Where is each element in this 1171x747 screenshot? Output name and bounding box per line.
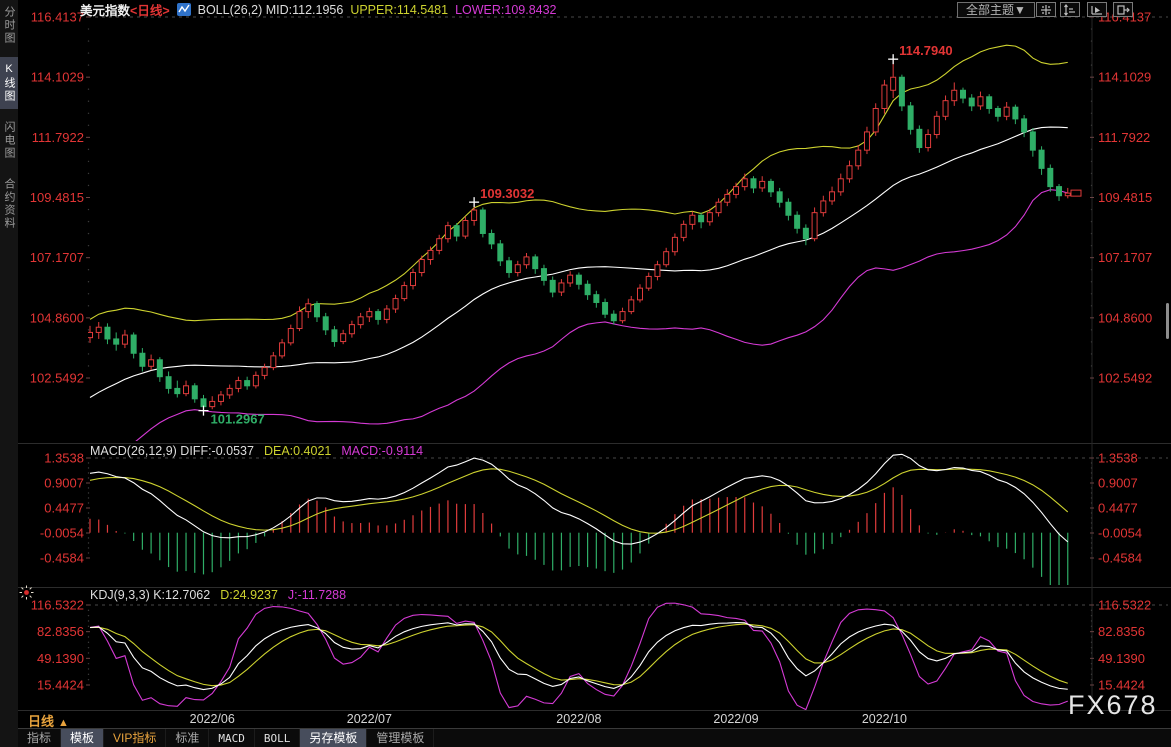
svg-text:102.5492: 102.5492 <box>1098 371 1152 386</box>
svg-text:0.9007: 0.9007 <box>44 476 84 491</box>
indicator-settings-icon[interactable] <box>19 585 34 605</box>
sidebar-item[interactable]: K线图 <box>0 57 18 109</box>
candlesticks <box>88 59 1071 411</box>
bottom-tab[interactable]: MACD <box>209 729 255 747</box>
bottom-tab[interactable]: 指标 <box>18 729 62 747</box>
macd-header: MACD(26,12,9) DIFF:-0.0537 DEA:0.4021 MA… <box>90 444 423 458</box>
symbol-name: 美元指数 <box>80 4 131 18</box>
svg-text:82.8356: 82.8356 <box>37 624 84 639</box>
axis-zoom-x-icon[interactable] <box>1087 2 1107 17</box>
svg-text:114.7940: 114.7940 <box>899 43 953 58</box>
svg-text:116.4137: 116.4137 <box>31 10 84 25</box>
boll-upper-label: UPPER:114.5481 <box>350 2 449 17</box>
macd-dea-label: DEA:0.4021 <box>263 444 332 458</box>
left-sidebar: 分时图 K线图闪电图合约资料 <box>0 0 18 747</box>
bottom-tab[interactable]: 标准 <box>166 729 210 747</box>
svg-text:116.5322: 116.5322 <box>1098 598 1151 613</box>
svg-text:15.4424: 15.4424 <box>37 678 84 693</box>
symbol-title: 美元指数<日线> <box>80 0 170 19</box>
svg-text:0.9007: 0.9007 <box>1098 476 1138 491</box>
crosshair-icon[interactable] <box>1036 2 1056 17</box>
bottom-tab[interactable]: 模板 <box>61 729 105 747</box>
last-price-marker <box>1070 189 1082 197</box>
svg-text:116.5322: 116.5322 <box>31 598 84 613</box>
svg-text:107.1707: 107.1707 <box>30 250 84 265</box>
svg-text:1.3538: 1.3538 <box>44 451 84 466</box>
macd-bar-label: MACD:-0.9114 <box>341 444 424 458</box>
axis-zoom-y-icon[interactable] <box>1060 2 1080 17</box>
svg-text:2022/09: 2022/09 <box>713 712 758 726</box>
svg-text:114.1029: 114.1029 <box>31 70 84 85</box>
boll-lower-label: LOWER:109.8432 <box>455 2 557 17</box>
bottom-tab[interactable]: 另存模板 <box>300 729 368 747</box>
macd-panel <box>89 453 1069 585</box>
svg-text:0.4477: 0.4477 <box>44 501 84 516</box>
svg-text:109.3032: 109.3032 <box>480 186 534 201</box>
bottom-tab[interactable]: VIP指标 <box>104 729 167 747</box>
svg-text:-0.0054: -0.0054 <box>1098 526 1142 541</box>
svg-text:0.4477: 0.4477 <box>1098 501 1138 516</box>
svg-text:116.4137: 116.4137 <box>1098 10 1151 25</box>
interval-selector[interactable]: 日线 ▲ <box>28 711 69 730</box>
kdj-k-label: KDJ(9,3,3) K:12.7062 <box>90 588 211 602</box>
kdj-header: KDJ(9,3,3) K:12.7062 D:24.9237 J:-11.728… <box>90 588 346 602</box>
svg-text:104.8600: 104.8600 <box>30 310 84 325</box>
svg-text:114.1029: 114.1029 <box>1098 70 1151 85</box>
pane-expand-icon[interactable] <box>1113 2 1133 17</box>
bottom-tab[interactable]: BOLL <box>255 729 301 747</box>
svg-text:104.8600: 104.8600 <box>1098 310 1152 325</box>
svg-text:1.3538: 1.3538 <box>1098 451 1138 466</box>
svg-text:2022/08: 2022/08 <box>556 712 601 726</box>
interval-label: 日线 <box>28 714 55 729</box>
svg-text:82.8356: 82.8356 <box>1098 624 1145 639</box>
svg-text:111.7922: 111.7922 <box>1098 130 1150 145</box>
svg-text:2022/06: 2022/06 <box>190 712 235 726</box>
sidebar-item[interactable]: 分时图 <box>3 6 15 45</box>
svg-text:101.2967: 101.2967 <box>210 412 264 427</box>
svg-text:102.5492: 102.5492 <box>30 371 84 386</box>
sidebar-item[interactable]: 闪电图 <box>3 121 15 160</box>
scrollbar-thumb[interactable] <box>1166 303 1169 339</box>
svg-text:-0.0054: -0.0054 <box>40 526 84 541</box>
chart-header: 美元指数<日线> BOLL(26,2) MID:112.1956 UPPER:1… <box>80 0 557 19</box>
svg-text:15.4424: 15.4424 <box>1098 678 1145 693</box>
svg-text:109.4815: 109.4815 <box>30 190 84 205</box>
kdj-d-label: D:24.9237 <box>220 588 278 602</box>
price-annotations: 114.7940 109.3032 101.2967 <box>198 43 953 427</box>
svg-text:107.1707: 107.1707 <box>1098 250 1152 265</box>
svg-text:2022/07: 2022/07 <box>347 712 392 726</box>
kdj-panel <box>89 602 1068 710</box>
boll-mid-label: BOLL(26,2) MID:112.1956 <box>197 2 344 17</box>
theme-dropdown-button[interactable]: 全部主题▼ <box>957 2 1035 18</box>
period-tag: <日线> <box>130 4 170 18</box>
svg-text:111.7922: 111.7922 <box>32 130 84 145</box>
svg-text:-0.4584: -0.4584 <box>40 551 84 566</box>
sidebar-item[interactable]: 合约资料 <box>3 178 15 230</box>
chart-type-icon <box>176 3 191 16</box>
svg-text:49.1390: 49.1390 <box>1098 651 1145 666</box>
svg-text:-0.4584: -0.4584 <box>1098 551 1142 566</box>
brand-watermark: FX678 <box>1068 690 1158 720</box>
bottom-tab[interactable]: 管理模板 <box>367 729 435 747</box>
interval-up-arrow: ▲ <box>58 717 69 729</box>
svg-text:109.4815: 109.4815 <box>1098 190 1152 205</box>
svg-text:49.1390: 49.1390 <box>37 651 84 666</box>
svg-text:2022/10: 2022/10 <box>862 712 907 726</box>
bottom-tab-bar: 指标 模板 VIP指标 标准 MACD BOLL 另存模板 管理模板 <box>18 728 1171 747</box>
macd-main-label: MACD(26,12,9) DIFF:-0.0537 <box>90 444 254 458</box>
kdj-j-label: J:-11.7288 <box>287 588 347 602</box>
